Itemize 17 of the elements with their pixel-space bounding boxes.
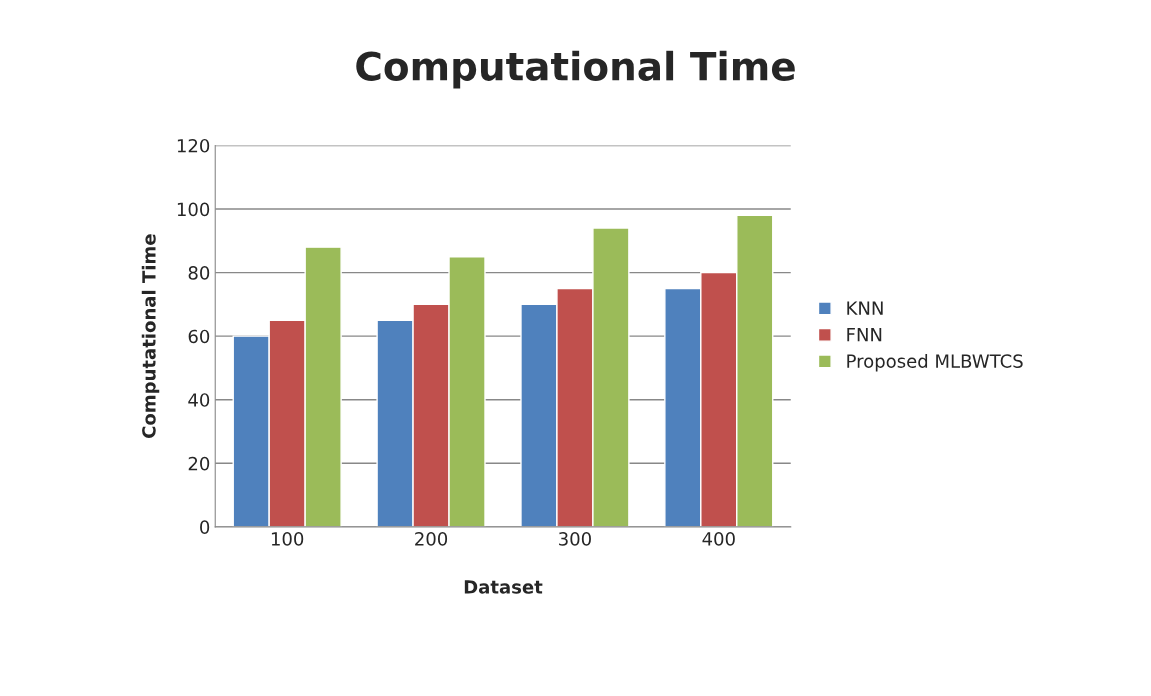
y-tick-label: 60 xyxy=(188,329,210,344)
y-tick-label: 120 xyxy=(177,138,210,153)
x-tick-label: 100 xyxy=(271,532,304,546)
x-tick-label: 300 xyxy=(559,532,591,546)
legend-label: Proposed MLBWTCS xyxy=(847,353,1023,372)
y-tick-label: 0 xyxy=(200,520,210,534)
y-tick-label: 20 xyxy=(188,456,210,471)
chart-title: Computational Time xyxy=(356,50,795,89)
x-axis-title: Dataset xyxy=(464,580,543,594)
x-tick-label: 200 xyxy=(415,532,448,546)
legend-label: KNN xyxy=(847,301,883,315)
y-tick-label: 80 xyxy=(188,266,210,280)
x-tick-label: 400 xyxy=(702,532,735,546)
y-tick-label: 100 xyxy=(177,202,210,217)
y-tick-label: 40 xyxy=(188,393,210,407)
legend-label: FNN xyxy=(847,327,882,342)
y-axis-title: Computational Time xyxy=(141,234,160,438)
